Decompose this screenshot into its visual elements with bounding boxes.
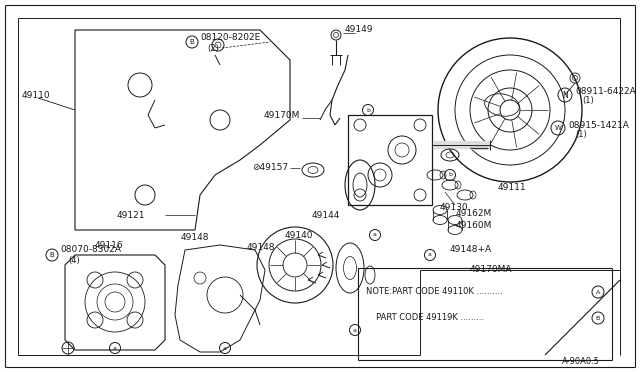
Text: 49116: 49116 [95, 241, 124, 250]
Text: b: b [366, 108, 370, 112]
Text: a: a [223, 346, 227, 350]
Text: W: W [555, 125, 561, 131]
Text: 08911-6422A: 08911-6422A [575, 87, 636, 96]
Text: 49170MA: 49170MA [470, 266, 513, 275]
Text: (2): (2) [207, 44, 219, 52]
Text: B: B [189, 39, 195, 45]
Text: N: N [562, 90, 568, 99]
Text: NOTE:PART CODE 49110K ..........: NOTE:PART CODE 49110K .......... [366, 288, 503, 296]
Text: 08120-8202E: 08120-8202E [200, 33, 260, 42]
Text: 49148+A: 49148+A [450, 246, 492, 254]
Text: B: B [596, 315, 600, 321]
Text: ⊘49157: ⊘49157 [252, 164, 288, 173]
Text: A-90A0.5: A-90A0.5 [562, 357, 600, 366]
Text: (4): (4) [68, 256, 80, 264]
Text: 49110: 49110 [22, 90, 51, 99]
Text: B: B [50, 252, 54, 258]
Text: 49111: 49111 [498, 183, 527, 192]
Text: 49148: 49148 [180, 234, 209, 243]
Text: (1): (1) [582, 96, 594, 105]
Text: 49162M: 49162M [456, 208, 492, 218]
Text: a: a [428, 253, 432, 257]
Text: 49144: 49144 [312, 211, 340, 219]
Text: 49160M: 49160M [456, 221, 492, 230]
Text: (1): (1) [575, 129, 587, 138]
Text: 49140: 49140 [285, 231, 314, 240]
Text: A: A [596, 289, 600, 295]
Text: 49121: 49121 [116, 211, 145, 219]
Text: 49170M: 49170M [264, 110, 300, 119]
Text: 08915-1421A: 08915-1421A [568, 121, 629, 129]
Text: b: b [448, 173, 452, 177]
Text: 49149: 49149 [345, 26, 374, 35]
Text: PART CODE 49119K .........: PART CODE 49119K ......... [376, 314, 484, 323]
Text: a: a [113, 346, 117, 350]
Text: a: a [373, 232, 377, 237]
Text: 08070-8302A: 08070-8302A [60, 246, 121, 254]
Text: 49148: 49148 [246, 244, 275, 253]
Text: a: a [353, 327, 357, 333]
Text: 49130: 49130 [440, 203, 468, 212]
